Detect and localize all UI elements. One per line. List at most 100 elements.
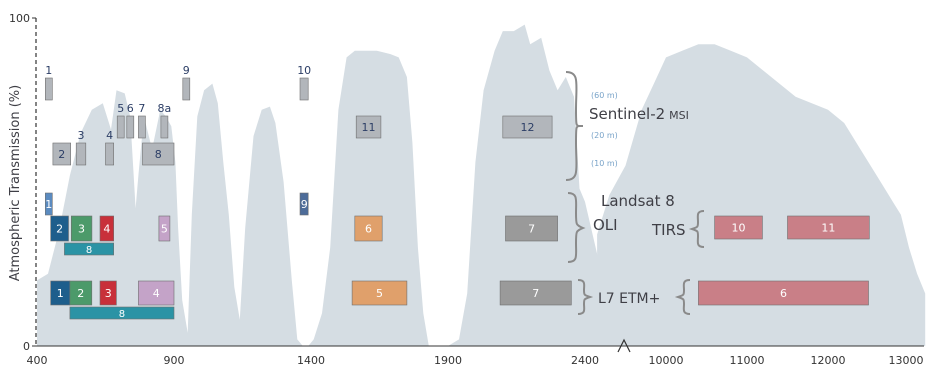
x-tick-label: 11000 bbox=[730, 354, 765, 367]
transmission-area-thermal bbox=[597, 44, 926, 346]
band-rect bbox=[44, 77, 53, 101]
band-label: 4 bbox=[153, 287, 160, 300]
band-sentinel-2-8a: 8a bbox=[158, 102, 172, 139]
band-label: 8 bbox=[155, 148, 162, 161]
band-sentinel-2-7: 7 bbox=[138, 102, 146, 139]
band-label: 11 bbox=[362, 121, 376, 134]
sentinel-brace bbox=[565, 71, 584, 181]
x-tick-label: 1400 bbox=[297, 354, 325, 367]
band-label: 3 bbox=[78, 223, 85, 236]
band-sentinel-2-5: 5 bbox=[116, 102, 125, 139]
band-label: 3 bbox=[78, 129, 85, 142]
band-sentinel-2-2: 2 bbox=[52, 142, 72, 166]
band-label: 7 bbox=[138, 102, 145, 115]
band-label: 6 bbox=[127, 102, 134, 115]
x-tick-label: 13000 bbox=[889, 354, 924, 367]
band-rect bbox=[126, 115, 135, 139]
sentinel-group-label: Sentinel-2 MSI bbox=[589, 105, 689, 123]
band-l7-etm--3: 3 bbox=[99, 280, 117, 306]
band-label: 2 bbox=[56, 223, 63, 236]
resolution-label: (20 m) bbox=[591, 131, 618, 140]
band-landsat-8-3: 3 bbox=[71, 215, 93, 242]
band-rect bbox=[182, 77, 191, 101]
x-tick-label: 400 bbox=[27, 354, 48, 367]
oli-sensor-label: OLI bbox=[593, 216, 618, 234]
band-rect bbox=[355, 115, 382, 139]
band-rect bbox=[299, 77, 309, 101]
band-l7-etm--1: 1 bbox=[50, 280, 71, 306]
landsat8-group-label: Landsat 8 bbox=[601, 192, 675, 210]
band-l7-etm--4: 4 bbox=[138, 280, 175, 306]
resolution-label: (60 m) bbox=[591, 91, 618, 100]
band-rect bbox=[787, 215, 870, 240]
band-rect bbox=[75, 142, 87, 166]
band-label: 5 bbox=[117, 102, 124, 115]
band-label: 6 bbox=[780, 287, 787, 300]
y-axis-title: Atmospheric Transmission (%) bbox=[8, 85, 23, 282]
l7-group-label: L7 ETM+ bbox=[598, 291, 660, 307]
band-label: 1 bbox=[45, 64, 52, 77]
sentinel-name: Sentinel-2 bbox=[589, 105, 665, 123]
band-landsat-8-7: 7 bbox=[505, 215, 558, 242]
band-landsat-8-6: 6 bbox=[354, 215, 383, 242]
band-label: 7 bbox=[532, 287, 539, 300]
band-l7-etm--7: 7 bbox=[499, 280, 572, 306]
landsat8-oli-brace bbox=[567, 192, 586, 263]
band-rect bbox=[99, 215, 114, 242]
band-label: 9 bbox=[301, 198, 308, 211]
band-label: 8 bbox=[86, 245, 92, 256]
band-rect bbox=[50, 215, 69, 242]
band-label: 1 bbox=[45, 198, 52, 211]
y-tick-label: 0 bbox=[23, 340, 30, 353]
x-tick-label: 2400 bbox=[571, 354, 599, 367]
band-rect bbox=[142, 142, 175, 166]
band-label: 11 bbox=[821, 222, 835, 235]
band-label: 8a bbox=[158, 102, 172, 115]
band-label: 10 bbox=[732, 222, 746, 235]
band-label: 8 bbox=[119, 309, 125, 320]
band-label: 1 bbox=[57, 287, 64, 300]
band-l7-etm--2: 2 bbox=[69, 280, 93, 306]
band-rect bbox=[44, 192, 53, 216]
band-rect bbox=[499, 280, 572, 306]
band-rect bbox=[354, 215, 383, 242]
l7-thermal-brace bbox=[674, 279, 691, 315]
band-rect bbox=[160, 115, 169, 139]
band-sentinel-2-1: 1 bbox=[44, 64, 53, 101]
band-rect bbox=[138, 115, 146, 139]
band-landsat-8-1: 1 bbox=[44, 192, 53, 216]
tirs-sensor-label: TIRS bbox=[651, 221, 686, 239]
x-tick-label: 900 bbox=[164, 354, 185, 367]
band-rect bbox=[69, 280, 93, 306]
axis-break-mark bbox=[617, 338, 631, 353]
band-rect bbox=[698, 280, 869, 306]
band-landsat-8-9: 9 bbox=[299, 192, 309, 216]
band-label: 5 bbox=[161, 223, 168, 236]
band-sentinel-2-4: 4 bbox=[105, 129, 114, 166]
y-tick-label: 100 bbox=[9, 12, 30, 25]
band-sentinel-2-3: 3 bbox=[75, 129, 87, 166]
x-tick-label: 12000 bbox=[811, 354, 846, 367]
band-rect bbox=[138, 280, 175, 306]
band-label: 10 bbox=[297, 64, 311, 77]
band-label: 2 bbox=[58, 148, 65, 161]
band-rect bbox=[69, 306, 175, 320]
band-sentinel-2-8: 8 bbox=[142, 142, 175, 166]
band-rect bbox=[105, 142, 114, 166]
band-label: 6 bbox=[365, 223, 372, 236]
band-label: 7 bbox=[528, 223, 535, 236]
band-sentinel-2-11: 11 bbox=[355, 115, 382, 139]
l7-left-brace bbox=[577, 279, 594, 315]
band-rect bbox=[351, 280, 408, 306]
band-landsat-8-10: 10 bbox=[714, 215, 763, 240]
band-rect bbox=[64, 242, 115, 256]
sentinel-suffix: MSI bbox=[669, 109, 689, 122]
band-sentinel-2-10: 10 bbox=[297, 64, 311, 101]
x-tick-label: 1900 bbox=[434, 354, 462, 367]
band-l7-etm--5: 5 bbox=[351, 280, 408, 306]
resolution-label: (10 m) bbox=[591, 159, 618, 168]
band-l7-etm--8: 8 bbox=[69, 306, 175, 320]
band-label: 12 bbox=[521, 121, 535, 134]
band-label: 5 bbox=[376, 287, 383, 300]
